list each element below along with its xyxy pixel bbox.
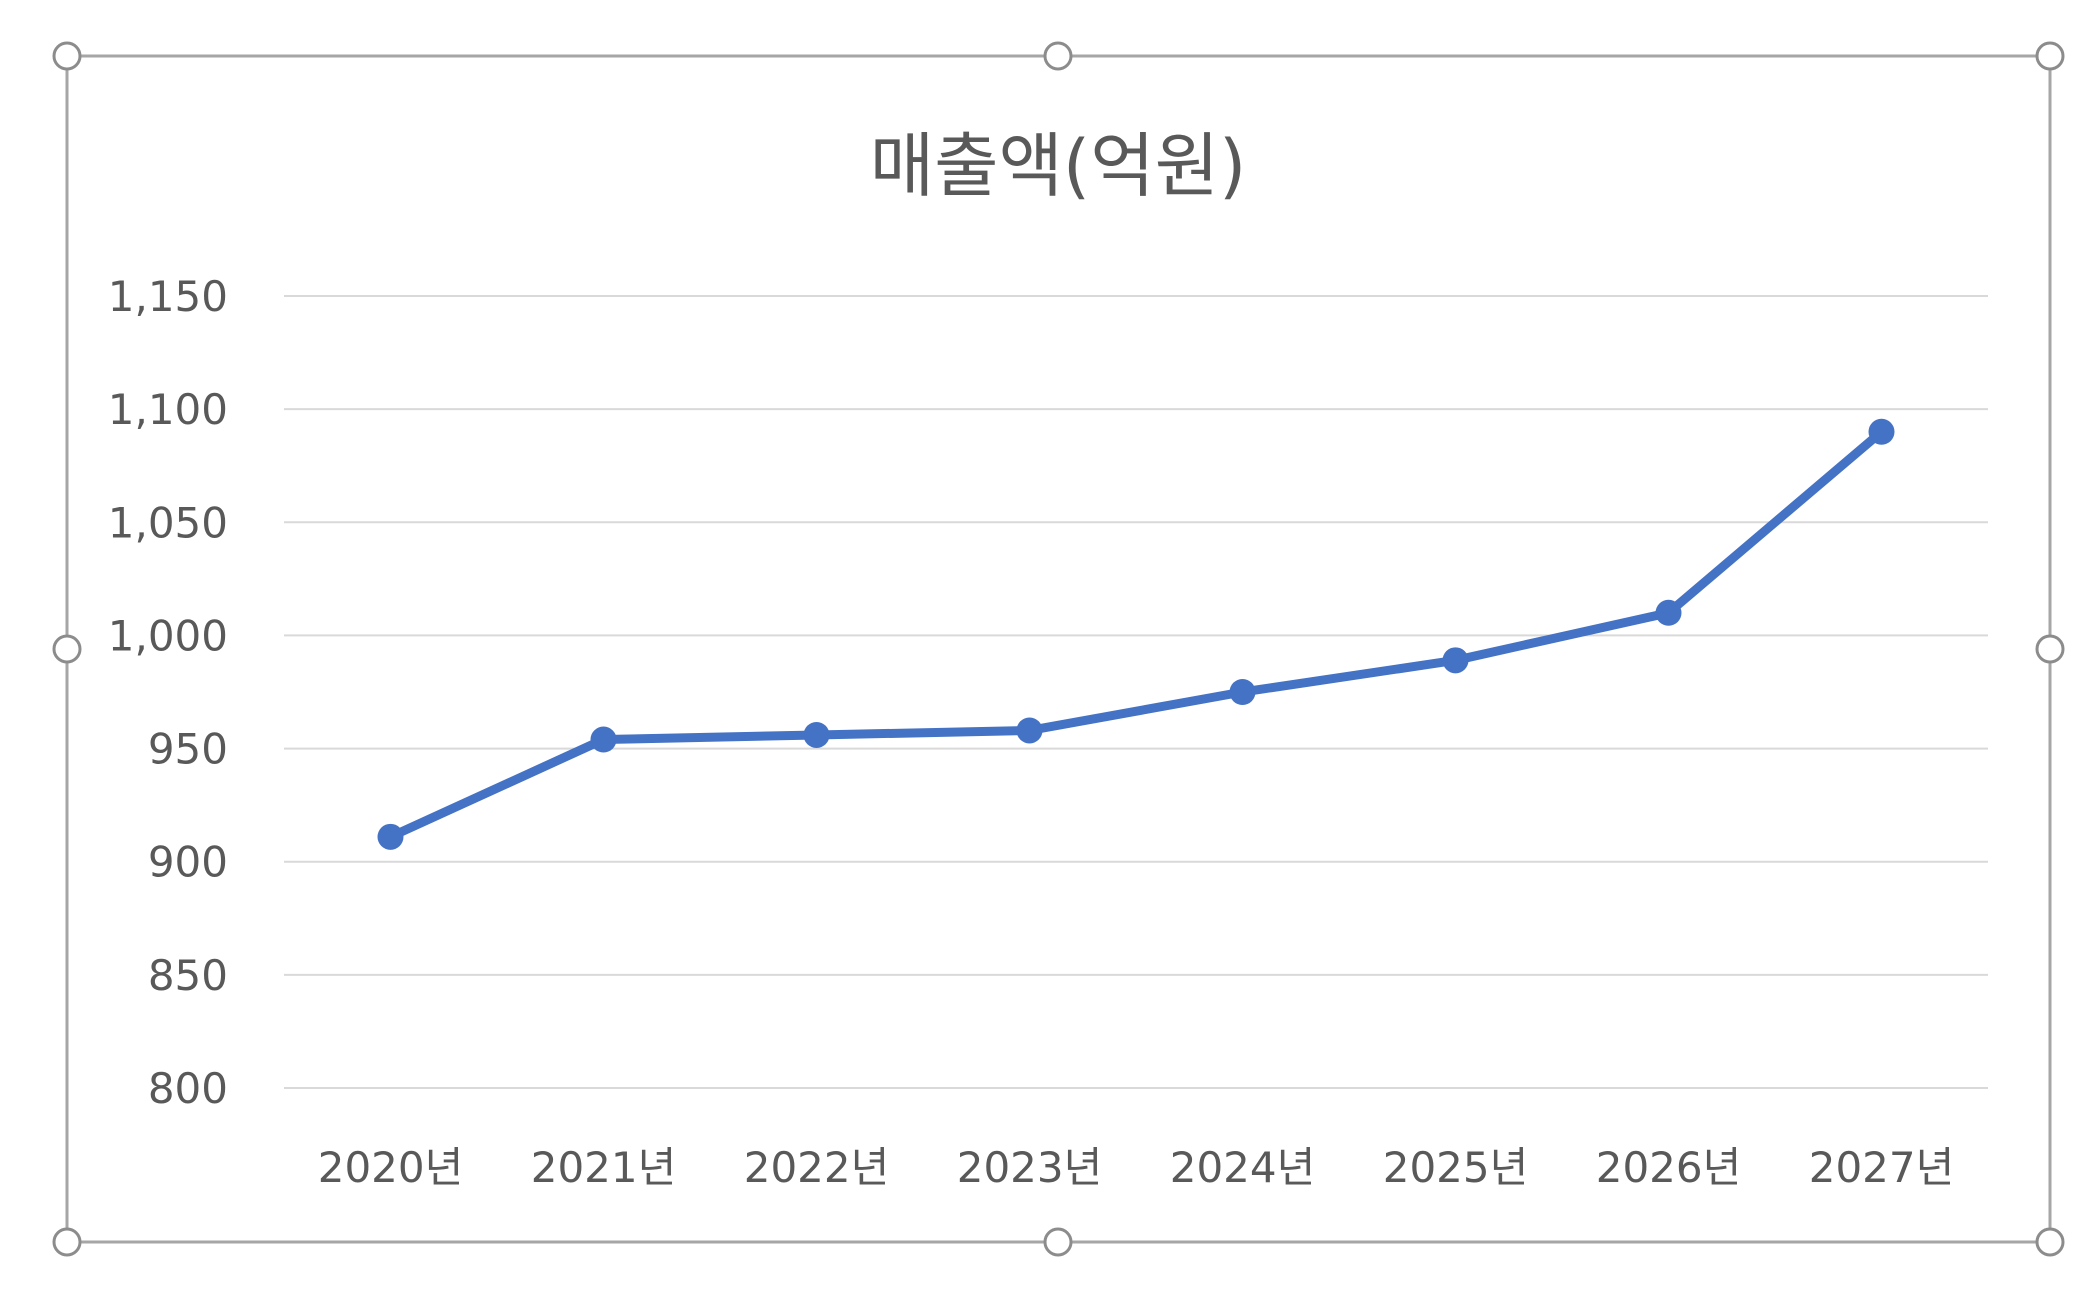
y-axis-tick-labels: 800 850 900 950 1,000 1,050 1,100 1,150 (108, 272, 228, 1113)
resize-handle-middle-left[interactable] (52, 634, 82, 664)
series-points (377, 418, 1895, 850)
x-tick-label: 2021년 (531, 1143, 677, 1192)
y-tick-label: 900 (148, 838, 228, 887)
data-point[interactable] (1229, 679, 1256, 705)
gridlines (284, 295, 1988, 1089)
x-tick-label: 2026년 (1596, 1143, 1742, 1192)
data-point[interactable] (803, 721, 830, 748)
resize-handle-top-center[interactable] (1043, 41, 1073, 71)
y-tick-label: 1,050 (108, 498, 228, 547)
y-tick-label: 1,100 (108, 385, 228, 434)
x-axis-tick-labels: 2020년 2021년 2022년 2023년 2024년 2025년 2026년 2027년 (318, 1143, 1955, 1192)
resize-handle-top-right[interactable] (2035, 41, 2065, 71)
data-point[interactable] (377, 823, 404, 850)
y-tick-label: 800 (148, 1064, 228, 1113)
chart-title: 매출액(억원) (870, 125, 1247, 207)
data-point[interactable] (590, 726, 617, 753)
selection-handles (52, 41, 2065, 1257)
data-point[interactable] (1442, 647, 1469, 674)
x-tick-label: 2025년 (1383, 1143, 1529, 1192)
data-point[interactable] (1868, 418, 1895, 445)
x-tick-label: 2020년 (318, 1143, 464, 1192)
y-tick-label: 1,150 (108, 272, 228, 321)
x-tick-label: 2027년 (1809, 1143, 1955, 1192)
data-point[interactable] (1016, 717, 1043, 744)
resize-handle-top-left[interactable] (52, 41, 82, 71)
series-line[interactable] (386, 427, 1886, 842)
x-tick-label: 2024년 (1170, 1143, 1316, 1192)
y-tick-label: 1,000 (108, 611, 228, 660)
chart-frame[interactable] (65, 54, 2052, 1244)
x-tick-label: 2022년 (744, 1143, 890, 1192)
resize-handle-bottom-center[interactable] (1043, 1227, 1073, 1257)
resize-handle-bottom-right[interactable] (2035, 1227, 2065, 1257)
resize-handle-middle-right[interactable] (2035, 634, 2065, 664)
x-tick-label: 2023년 (957, 1143, 1103, 1192)
resize-handle-bottom-left[interactable] (52, 1227, 82, 1257)
y-tick-label: 850 (148, 951, 228, 1000)
series-lines (386, 427, 1886, 842)
y-tick-label: 950 (148, 725, 228, 774)
data-point[interactable] (1655, 599, 1682, 626)
